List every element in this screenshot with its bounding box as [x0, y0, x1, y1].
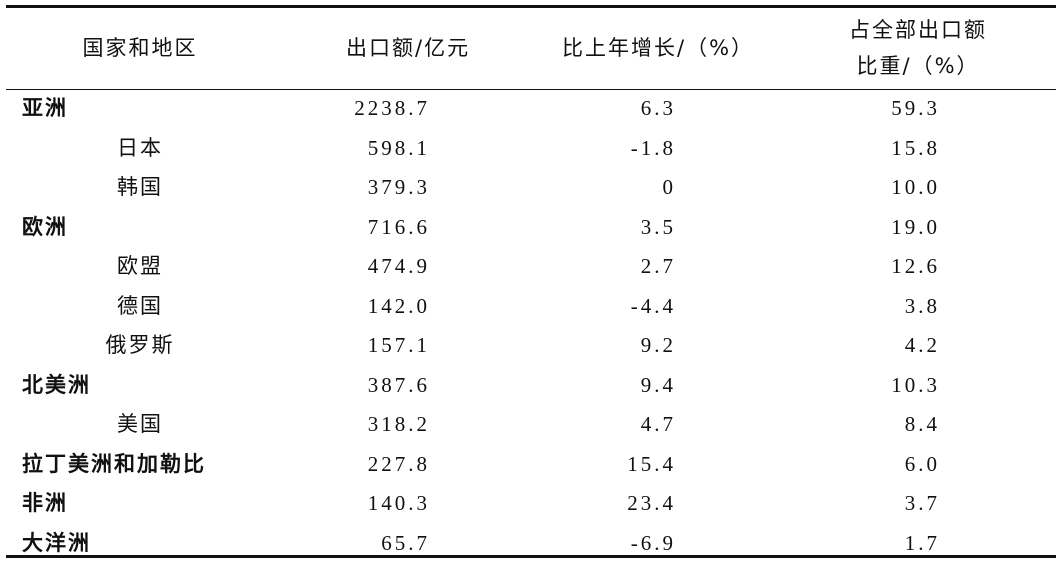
bottom-rule [6, 555, 1056, 558]
value-cell: -6.9 [630, 530, 676, 555]
value-cell: 12.6 [891, 254, 940, 278]
value-cell: 2238.7 [354, 96, 430, 120]
country-name: 美国 [117, 412, 163, 436]
country-name: 日本 [117, 135, 163, 160]
value-cell: 3.5 [640, 214, 676, 239]
value-cell: 4.2 [904, 333, 940, 357]
header-rule [6, 89, 1056, 90]
value-cell: 6.3 [640, 96, 676, 120]
value-cell: 387.6 [367, 372, 430, 397]
region-name: 亚洲 [22, 96, 68, 120]
value-cell: 227.8 [367, 451, 430, 476]
value-cell: 1.7 [904, 530, 940, 555]
header-cell: 占全部出口额 [849, 18, 987, 42]
value-cell: 9.2 [640, 333, 676, 357]
value-cell: 142.0 [367, 293, 430, 318]
region-name: 大洋洲 [22, 530, 91, 555]
value-cell: 598.1 [367, 135, 430, 160]
region-name: 拉丁美洲和加勒比 [22, 451, 206, 476]
value-cell: 0 [662, 175, 676, 199]
value-cell: 3.8 [904, 293, 940, 318]
value-cell: 6.0 [904, 451, 940, 476]
value-cell: 19.0 [891, 214, 940, 239]
value-cell: 65.7 [381, 530, 430, 555]
region-name: 北美洲 [22, 372, 91, 397]
value-cell: -4.4 [630, 293, 676, 318]
value-cell: 157.1 [367, 333, 430, 357]
value-cell: 4.7 [640, 412, 676, 436]
header-cell: 出口额/亿元 [346, 36, 471, 60]
region-name: 非洲 [22, 491, 68, 515]
value-cell: 8.4 [904, 412, 940, 436]
header-cell: 比重/（%） [856, 54, 980, 78]
value-cell: 59.3 [891, 96, 940, 120]
value-cell: 23.4 [627, 491, 676, 515]
country-name: 德国 [117, 293, 163, 318]
top-rule [6, 5, 1056, 8]
country-name: 俄罗斯 [105, 333, 175, 357]
value-cell: 474.9 [367, 254, 430, 278]
value-cell: 15.8 [891, 135, 940, 160]
value-cell: 10.3 [891, 372, 940, 397]
value-cell: 15.4 [627, 451, 676, 476]
country-name: 韩国 [117, 175, 163, 199]
value-cell: 140.3 [367, 491, 430, 515]
value-cell: 3.7 [904, 491, 940, 515]
value-cell: -1.8 [630, 135, 676, 160]
region-name: 欧洲 [22, 214, 68, 239]
value-cell: 10.0 [891, 175, 940, 199]
value-cell: 379.3 [367, 175, 430, 199]
header-cell: 国家和地区 [82, 36, 198, 60]
value-cell: 2.7 [640, 254, 676, 278]
value-cell: 9.4 [640, 372, 676, 397]
header-cell: 比上年增长/（%） [562, 36, 755, 60]
value-cell: 318.2 [367, 412, 430, 436]
value-cell: 716.6 [367, 214, 430, 239]
country-name: 欧盟 [117, 254, 163, 278]
